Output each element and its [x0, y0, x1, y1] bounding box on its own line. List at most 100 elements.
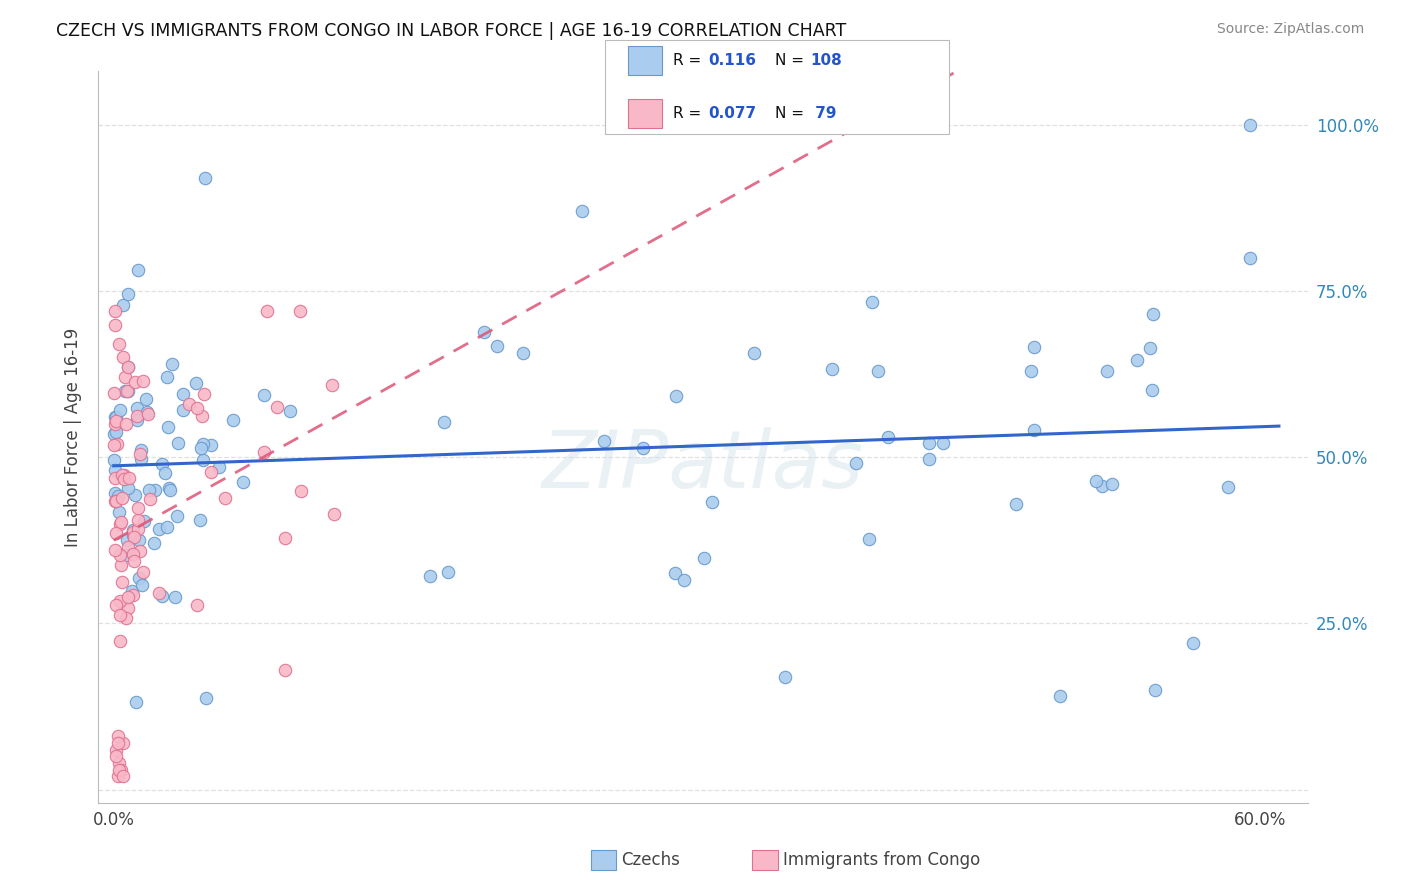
Point — [184, 376, 207, 390]
Point — [105, 410, 128, 425]
Point — [112, 472, 135, 486]
Point — [155, 466, 177, 480]
Point — [104, 425, 127, 439]
Point — [222, 413, 245, 427]
Point — [157, 420, 180, 434]
Point — [104, 742, 127, 756]
Point — [132, 566, 155, 580]
Point — [115, 611, 138, 625]
Point — [742, 346, 765, 360]
Point — [860, 295, 883, 310]
Point — [128, 571, 150, 585]
Point — [845, 456, 868, 470]
Point — [131, 578, 153, 592]
Point — [1239, 118, 1261, 132]
Point — [104, 414, 127, 428]
Point — [191, 437, 214, 451]
Point — [1239, 251, 1261, 265]
Point — [1022, 423, 1045, 437]
Point — [107, 736, 129, 750]
Point — [278, 404, 301, 418]
Point — [138, 491, 160, 506]
Point — [877, 430, 900, 444]
Point — [121, 524, 143, 539]
Text: Immigrants from Congo: Immigrants from Congo — [783, 851, 980, 869]
Point — [918, 451, 941, 466]
Point — [214, 491, 236, 505]
Point — [105, 598, 128, 612]
Point — [148, 585, 170, 599]
Point — [1143, 682, 1166, 697]
Point — [131, 452, 153, 467]
Point — [665, 389, 688, 403]
Point — [1142, 307, 1164, 321]
Point — [195, 690, 218, 705]
Point — [117, 482, 139, 496]
Point — [127, 500, 149, 515]
Point — [122, 554, 145, 568]
Text: ZIPatlas: ZIPatlas — [541, 427, 865, 506]
Point — [157, 481, 180, 495]
Point — [112, 298, 135, 312]
Point — [107, 769, 129, 783]
Point — [232, 475, 254, 489]
Point — [193, 386, 215, 401]
Point — [918, 436, 941, 450]
Point — [322, 508, 344, 522]
Point — [437, 566, 460, 580]
Point — [108, 756, 131, 770]
Point — [108, 337, 131, 351]
Point — [104, 486, 127, 500]
Point — [110, 558, 132, 573]
Point — [1181, 636, 1204, 650]
Point — [115, 384, 138, 398]
Point — [108, 548, 131, 562]
Point — [107, 729, 129, 743]
Point — [124, 488, 146, 502]
Point — [512, 346, 534, 360]
Point — [110, 763, 132, 777]
Point — [104, 417, 127, 431]
Point — [191, 409, 214, 423]
Point — [117, 287, 139, 301]
Point — [419, 568, 441, 582]
Point — [128, 533, 150, 547]
Point — [156, 370, 179, 384]
Point — [103, 385, 125, 400]
Point — [633, 441, 655, 455]
Point — [127, 522, 149, 536]
Point — [866, 363, 889, 377]
Point — [110, 574, 132, 589]
Point — [111, 491, 134, 505]
Point — [700, 494, 723, 508]
Point — [125, 409, 148, 424]
Point — [290, 483, 312, 498]
Point — [108, 763, 131, 777]
Point — [104, 318, 127, 332]
Point — [1019, 363, 1042, 377]
Point — [103, 438, 125, 452]
Point — [104, 493, 127, 508]
Point — [108, 517, 131, 532]
Point — [156, 520, 179, 534]
Point — [107, 489, 129, 503]
Text: CZECH VS IMMIGRANTS FROM CONGO IN LABOR FORCE | AGE 16-19 CORRELATION CHART: CZECH VS IMMIGRANTS FROM CONGO IN LABOR … — [56, 22, 846, 40]
Point — [112, 468, 135, 483]
Point — [104, 463, 127, 477]
Point — [117, 601, 139, 615]
Text: N =: N = — [775, 106, 808, 120]
Point — [103, 426, 125, 441]
Point — [194, 170, 217, 185]
Point — [672, 574, 695, 588]
Point — [571, 204, 593, 219]
Point — [433, 415, 456, 429]
Point — [122, 530, 145, 544]
Point — [172, 387, 194, 401]
Point — [274, 663, 297, 677]
Point — [112, 769, 135, 783]
Point — [103, 542, 125, 557]
Point — [193, 453, 215, 467]
Point — [125, 695, 148, 709]
Point — [820, 362, 842, 376]
Point — [186, 598, 208, 612]
